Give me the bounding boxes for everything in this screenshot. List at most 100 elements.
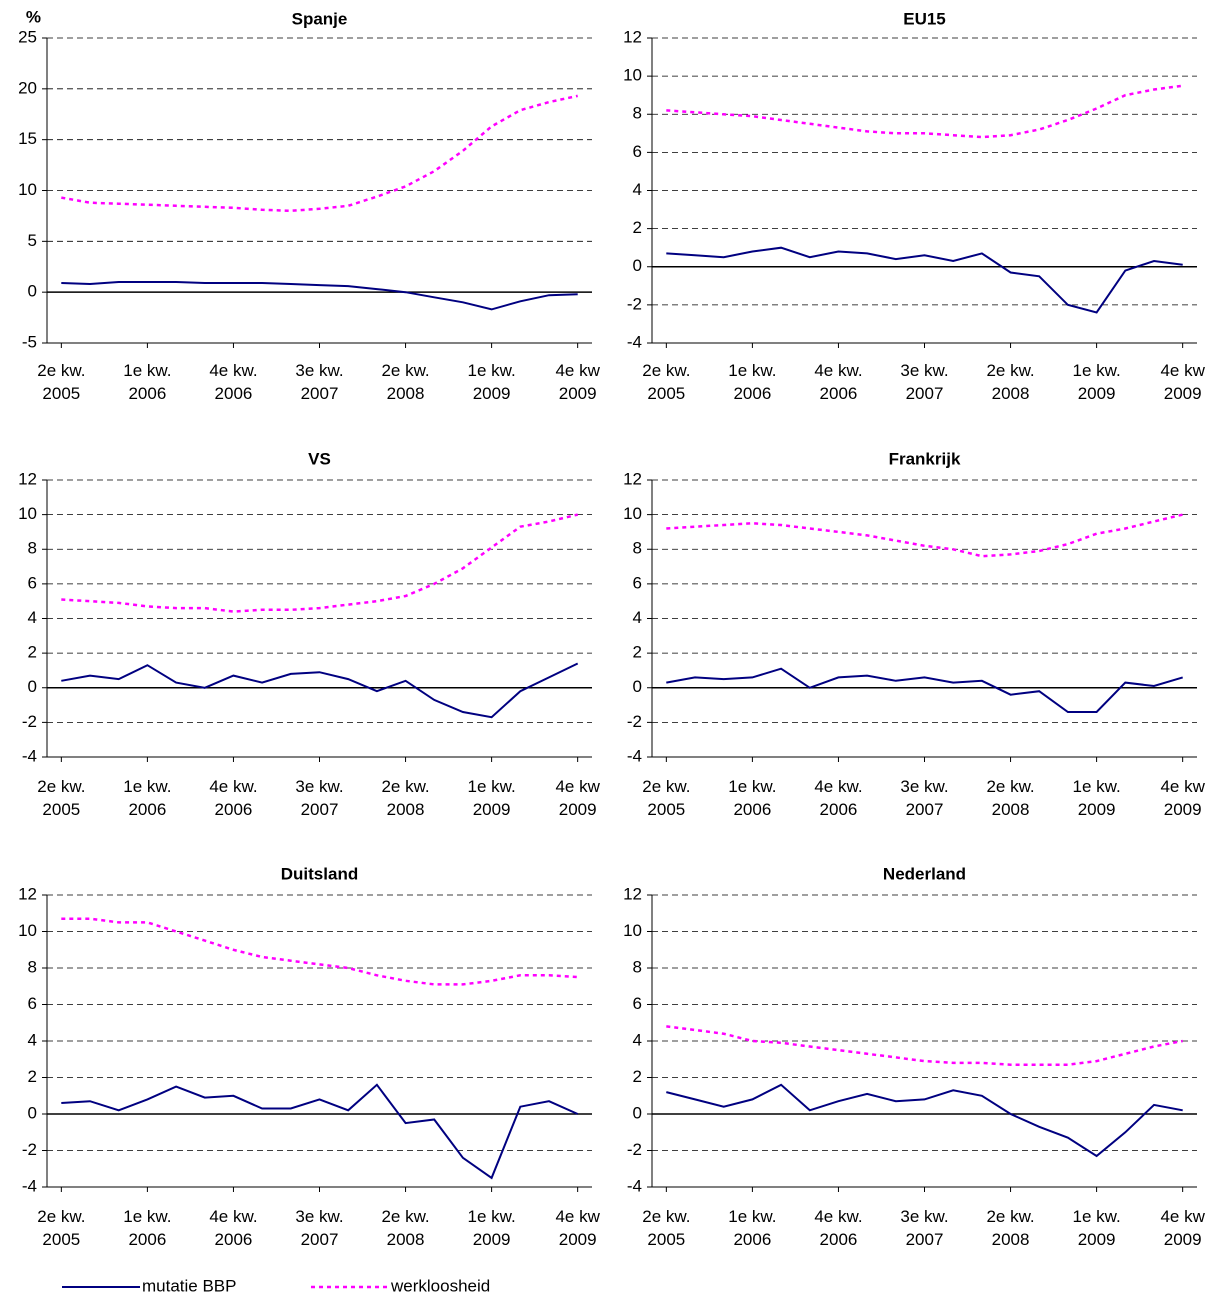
y-tick-label: 4: [633, 1030, 642, 1049]
series-line: [61, 281, 578, 311]
x-tick-label: 2e kw. 2008: [381, 1207, 429, 1249]
y-axis-label: %: [26, 7, 41, 26]
y-tick-label: 0: [633, 1103, 642, 1122]
y-tick-label: 0: [633, 677, 642, 696]
x-tick-label: 3e kw. 2007: [900, 1207, 948, 1249]
x-tick-label: 2e kw. 2008: [381, 777, 429, 819]
series-line: [61, 513, 578, 613]
x-tick-label: 2e kw. 2005: [37, 361, 85, 403]
y-tick-label: -2: [22, 712, 37, 731]
y-tick-label: 2: [28, 1067, 37, 1086]
x-tick-label: 4e kw. 2006: [814, 361, 862, 403]
x-tick-label: 4e kw 2009: [555, 777, 600, 819]
y-tick-label: 6: [28, 573, 37, 592]
y-tick-label: 2: [28, 643, 37, 662]
y-tick-label: 10: [623, 66, 642, 85]
y-tick-label: 12: [623, 884, 642, 903]
y-tick-label: -4: [22, 746, 37, 765]
y-tick-label: 5: [28, 231, 37, 250]
y-tick-label: 0: [28, 677, 37, 696]
y-tick-label: 8: [633, 539, 642, 558]
y-tick-label: 10: [623, 504, 642, 523]
y-tick-label: 25: [18, 27, 37, 46]
x-tick-label: 2e kw. 2008: [986, 1207, 1034, 1249]
y-tick-label: -4: [627, 1176, 642, 1195]
y-tick-label: 6: [633, 142, 642, 161]
x-tick-label: 2e kw. 2005: [37, 1207, 85, 1249]
x-tick-label: 1e kw. 2009: [1073, 361, 1121, 403]
x-tick-label: 3e kw. 2007: [295, 1207, 343, 1249]
y-tick-label: 6: [633, 573, 642, 592]
y-tick-label: 4: [633, 608, 642, 627]
y-tick-label: 4: [633, 180, 642, 199]
x-tick-label: 2e kw. 2008: [986, 361, 1034, 403]
y-tick-label: 4: [28, 1030, 37, 1049]
x-tick-label: 4e kw 2009: [1160, 777, 1205, 819]
chart-title: Spanje: [292, 9, 348, 28]
x-tick-label: 1e kw. 2009: [468, 777, 516, 819]
y-tick-label: 6: [633, 994, 642, 1013]
x-tick-label: 2e kw. 2005: [642, 361, 690, 403]
y-tick-label: 10: [18, 180, 37, 199]
x-tick-label: 1e kw. 2009: [1073, 1207, 1121, 1249]
y-tick-label: 8: [28, 539, 37, 558]
chart-title: EU15: [903, 9, 946, 28]
x-tick-label: 2e kw. 2008: [381, 361, 429, 403]
y-tick-label: -5: [22, 332, 37, 351]
y-tick-label: -4: [627, 746, 642, 765]
x-tick-label: 1e kw. 2006: [728, 361, 776, 403]
series-line: [61, 94, 578, 213]
y-tick-label: 12: [623, 27, 642, 46]
x-tick-label: 2e kw. 2005: [642, 777, 690, 819]
x-tick-label: 3e kw. 2007: [900, 777, 948, 819]
x-tick-label: 1e kw. 2006: [728, 1207, 776, 1249]
x-tick-label: 3e kw. 2007: [900, 361, 948, 403]
x-tick-label: 3e kw. 2007: [295, 777, 343, 819]
y-tick-label: 0: [28, 282, 37, 301]
y-tick-label: -2: [22, 1140, 37, 1159]
x-tick-label: 4e kw. 2006: [814, 1207, 862, 1249]
x-tick-label: 4e kw 2009: [1160, 1207, 1205, 1249]
series-line: [666, 84, 1183, 139]
chart-title: Duitsland: [281, 864, 358, 883]
x-tick-label: 4e kw. 2006: [209, 361, 257, 403]
y-tick-label: -4: [22, 1176, 37, 1195]
y-tick-label: -2: [627, 294, 642, 313]
series-line: [61, 917, 578, 986]
x-tick-label: 1e kw. 2009: [468, 1207, 516, 1249]
x-tick-label: 1e kw. 2009: [1073, 777, 1121, 819]
x-tick-label: 4e kw 2009: [1160, 361, 1205, 403]
y-tick-label: 8: [633, 104, 642, 123]
series-line: [61, 1083, 579, 1180]
y-tick-label: 8: [28, 957, 37, 976]
x-tick-label: 3e kw. 2007: [295, 361, 343, 403]
y-tick-label: 12: [18, 469, 37, 488]
series-line: [666, 513, 1183, 558]
series-line: [666, 246, 1183, 314]
y-tick-label: 10: [18, 921, 37, 940]
x-tick-label: 1e kw. 2006: [728, 777, 776, 819]
x-tick-label: 2e kw. 2008: [986, 777, 1034, 819]
y-tick-label: 2: [633, 218, 642, 237]
y-tick-label: 0: [28, 1103, 37, 1122]
x-tick-label: 1e kw. 2006: [123, 361, 171, 403]
y-tick-label: 2: [633, 643, 642, 662]
y-tick-label: -4: [627, 332, 642, 351]
y-tick-label: 8: [633, 957, 642, 976]
series-line: [666, 1083, 1183, 1158]
x-tick-label: 4e kw. 2006: [814, 777, 862, 819]
x-tick-label: 1e kw. 2006: [123, 777, 171, 819]
y-tick-label: 10: [623, 921, 642, 940]
x-tick-label: 1e kw. 2006: [123, 1207, 171, 1249]
x-tick-label: 2e kw. 2005: [642, 1207, 690, 1249]
legend-label: werkloosheid: [390, 1276, 490, 1295]
y-tick-label: 15: [18, 129, 37, 148]
x-tick-label: 4e kw 2009: [555, 1207, 600, 1249]
chart-title: Frankrijk: [889, 449, 961, 468]
series-line: [666, 1025, 1183, 1066]
y-tick-label: -2: [627, 712, 642, 731]
y-tick-label: 2: [633, 1067, 642, 1086]
x-tick-label: 1e kw. 2009: [468, 361, 516, 403]
y-tick-label: 4: [28, 608, 37, 627]
